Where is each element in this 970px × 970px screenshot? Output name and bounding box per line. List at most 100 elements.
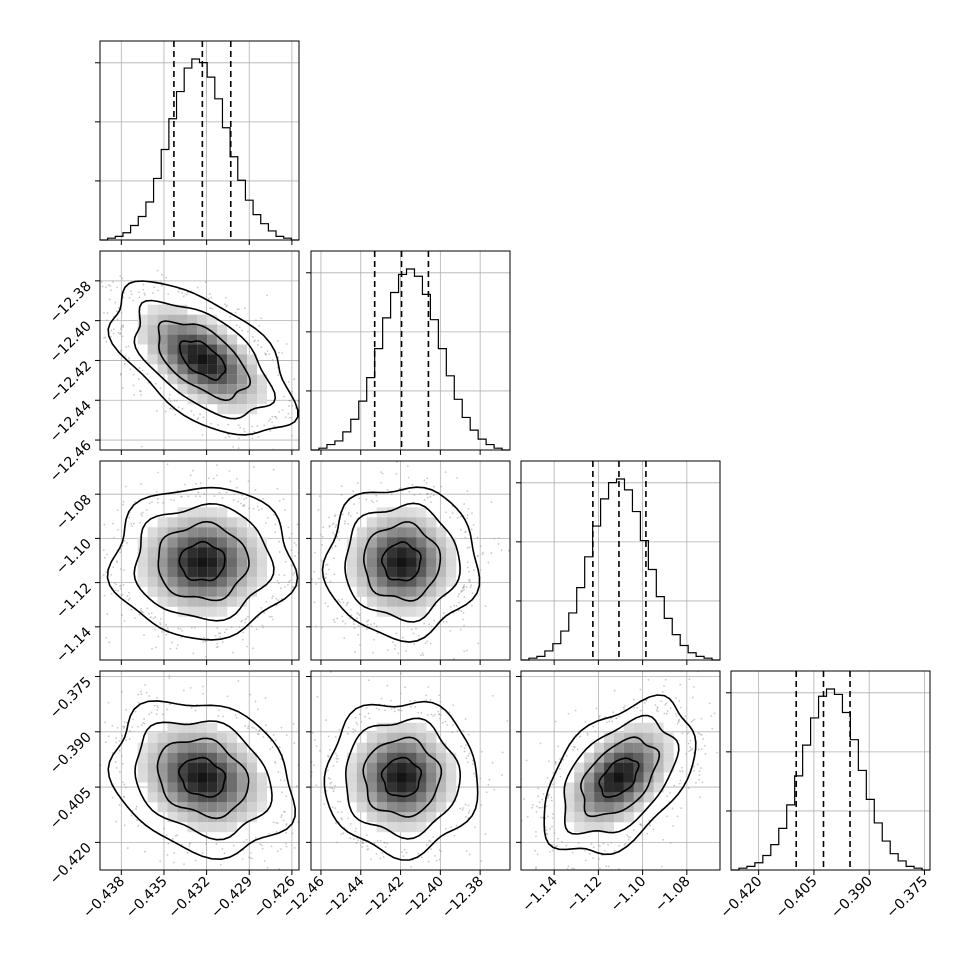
scatter-point xyxy=(576,748,579,751)
scatter-point xyxy=(263,612,266,614)
density-block xyxy=(446,792,457,803)
density-block xyxy=(177,557,188,568)
scatter-point xyxy=(425,699,428,701)
scatter-point xyxy=(302,405,304,407)
scatter-point xyxy=(335,523,338,526)
scatter-point xyxy=(109,284,112,287)
contour-1 xyxy=(362,736,443,818)
scatter-point xyxy=(404,686,407,689)
contour-2 xyxy=(563,714,680,835)
density-block xyxy=(446,557,457,568)
scatter-point xyxy=(386,842,389,845)
density-block xyxy=(147,752,158,763)
scatter-point xyxy=(94,535,96,537)
scatter-point xyxy=(439,717,441,720)
scatter-point xyxy=(150,711,153,714)
scatter-point xyxy=(697,732,700,735)
scatter-point xyxy=(297,743,299,745)
scatter-point xyxy=(260,317,263,320)
scatter-point xyxy=(234,311,237,314)
scatter-point xyxy=(114,761,117,764)
scatter-point xyxy=(357,839,360,842)
density-block xyxy=(227,782,238,793)
density-block xyxy=(653,722,664,733)
scatter-point xyxy=(196,286,199,289)
y-tick-label-2-0: −1.14 xyxy=(53,624,95,666)
scatter-point xyxy=(156,704,159,707)
scatter-point xyxy=(232,844,235,847)
density-block xyxy=(396,586,407,597)
density-block xyxy=(406,537,417,548)
scatter-point xyxy=(225,305,228,308)
scatter-point xyxy=(137,701,140,704)
scatter-point xyxy=(459,628,462,631)
scatter-point xyxy=(551,825,553,828)
scatter-point xyxy=(691,719,694,722)
scatter-point xyxy=(182,295,185,298)
scatter-point xyxy=(137,725,139,728)
density-block xyxy=(396,527,407,538)
scatter-point xyxy=(417,852,420,855)
scatter-point xyxy=(693,769,696,772)
density-block xyxy=(227,537,238,548)
scatter-point xyxy=(679,779,682,782)
scatter-point xyxy=(535,805,538,808)
scatter-point xyxy=(438,713,441,716)
density-block xyxy=(217,606,228,617)
density-block xyxy=(187,596,198,607)
scatter-point xyxy=(574,709,577,712)
scatter-point xyxy=(283,475,285,477)
density-block xyxy=(257,567,268,577)
scatter-point xyxy=(124,786,127,789)
scatter-point xyxy=(434,854,436,857)
scatter-point xyxy=(123,824,126,827)
scatter-point xyxy=(272,513,275,516)
scatter-point xyxy=(323,803,326,805)
scatter-point xyxy=(445,620,448,623)
density-block xyxy=(356,802,367,813)
scatter-point xyxy=(277,582,280,585)
scatter-point xyxy=(507,549,510,552)
scatter-point xyxy=(325,573,328,576)
scatter-point xyxy=(237,500,240,503)
scatter-point xyxy=(647,678,650,681)
density-block xyxy=(594,742,605,753)
density-block xyxy=(207,586,218,597)
scatter-point xyxy=(394,644,397,647)
scatter-point xyxy=(467,812,470,814)
density-block xyxy=(217,772,228,783)
histogram-panel-3 xyxy=(726,670,931,875)
scatter-point xyxy=(699,796,701,799)
density-block xyxy=(257,772,268,783)
density-block xyxy=(653,782,664,793)
scatter-point xyxy=(122,326,125,328)
density-block xyxy=(187,324,198,335)
density-block xyxy=(406,822,417,833)
scatter-point xyxy=(123,721,126,723)
scatter-point xyxy=(327,605,329,608)
scatter-point xyxy=(372,501,375,504)
density-block xyxy=(147,557,158,568)
scatter-point xyxy=(379,839,382,842)
scatter-point xyxy=(128,738,131,740)
contour-0 xyxy=(178,340,227,381)
density-block xyxy=(366,752,377,763)
scatter-point xyxy=(344,622,347,625)
scatter-point xyxy=(687,742,690,745)
scatter-point xyxy=(107,701,110,704)
density-block xyxy=(396,596,407,607)
scatter-point xyxy=(380,471,382,474)
scatter-point xyxy=(341,818,343,821)
y-tick-label-3-1: −0.405 xyxy=(47,785,95,833)
density-block xyxy=(167,742,178,753)
scatter-point xyxy=(430,625,433,628)
density-block xyxy=(613,802,624,813)
scatter-point xyxy=(264,697,267,700)
density-block xyxy=(157,596,168,607)
scatter-point xyxy=(341,513,344,516)
scatter-point xyxy=(457,595,459,598)
density-block xyxy=(147,324,158,335)
scatter-point xyxy=(86,356,88,358)
scatter-point xyxy=(169,647,172,650)
scatter-point xyxy=(327,777,330,779)
